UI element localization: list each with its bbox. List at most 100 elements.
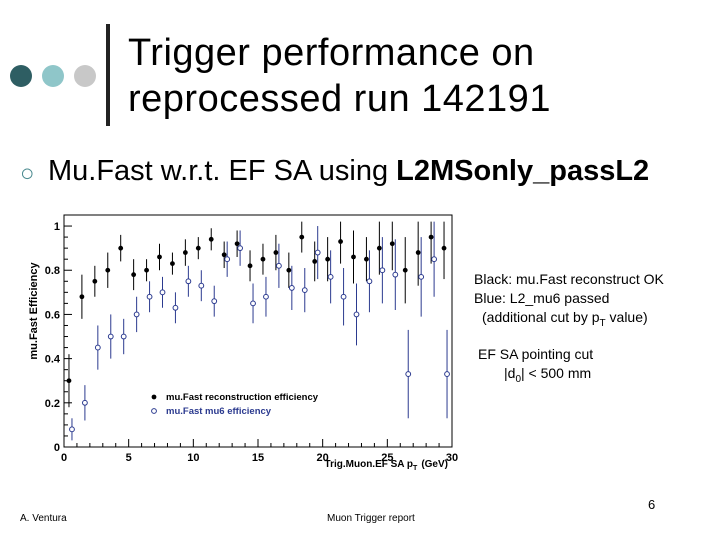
data-point: [208, 236, 214, 242]
data-point: [376, 245, 382, 251]
x-tick-label: 10: [187, 452, 199, 464]
x-axis-label-unit: (GeV): [421, 459, 448, 470]
data-point: [182, 250, 188, 255]
x-tick-label: 20: [317, 452, 329, 464]
plot-axes: 0 5 10 15 20 25 30 0 0.2 0.4 0.6 0.8 1: [45, 214, 458, 464]
data-point: [392, 271, 399, 278]
y-tick-label: 0.2: [45, 398, 60, 410]
data-point: [338, 239, 343, 244]
data-point: [441, 245, 447, 251]
y-tick-label: 0.4: [45, 354, 61, 366]
dot-dark: [10, 65, 32, 87]
bullet-prefix: Mu.Fast w.r.t. EF SA using: [48, 155, 397, 187]
dot-teal: [42, 65, 64, 87]
y-tick-label: 1: [54, 221, 60, 233]
note-line-pointing: EF SA pointing cut: [478, 346, 594, 362]
note-line-black: Black: mu.Fast reconstruct OK: [474, 271, 664, 287]
data-point: [260, 256, 266, 262]
bullet-bold: L2MSonly_passL2: [396, 155, 650, 187]
data-point: [325, 256, 331, 262]
note-pointing-cut: EF SA pointing cut |d0| < 500 mm: [478, 345, 593, 389]
efficiency-plot: mu.Fast Efficiency 0 5 10 15 20 25 30 0 0.2 0.4 0.…: [28, 214, 458, 472]
footer-author: A. Ventura: [20, 513, 67, 524]
data-point: [82, 399, 88, 406]
note-line-blue: Blue: L2_mu6 passed: [474, 290, 610, 306]
data-point: [312, 259, 318, 264]
data-point: [105, 267, 111, 273]
plot-legend: mu.Fast reconstruction efficiency mu.Fast…: [151, 392, 319, 417]
x-tick-label: 5: [126, 452, 132, 464]
x-tick-label: 0: [61, 452, 67, 464]
data-point: [198, 282, 205, 289]
data-point: [120, 333, 127, 340]
data-point: [301, 287, 308, 294]
data-point: [431, 256, 438, 263]
bullet-icon: ○: [20, 160, 35, 187]
note-line-d0: |d0| < 500 mm: [504, 365, 592, 385]
data-point: [146, 293, 153, 300]
data-point: [288, 285, 295, 291]
data-point: [224, 256, 231, 263]
title-divider: [106, 24, 110, 126]
slide-title: Trigger performance on reprocessed run 1…: [128, 30, 551, 122]
data-point: [418, 273, 425, 280]
data-point: [263, 293, 269, 300]
data-point: [250, 300, 256, 307]
y-axis-label: mu.Fast Efficiency: [28, 262, 40, 360]
data-point: [247, 263, 253, 269]
x-axis-label: Trig.Muon.EF SA pT (GeV): [325, 459, 448, 472]
data-point: [389, 241, 395, 247]
data-point: [273, 250, 279, 255]
data-point: [364, 256, 369, 262]
title-line-2: reprocessed run 142191: [128, 78, 551, 120]
y-tick-label: 0: [54, 442, 60, 454]
data-point: [92, 278, 98, 284]
data-point: [118, 245, 124, 251]
x-tick-label: 30: [446, 452, 458, 464]
y-tick-label: 0.6: [45, 309, 60, 321]
data-point: [234, 241, 240, 247]
legend-marker: [151, 394, 157, 400]
data-point: [172, 304, 179, 311]
decorative-dots: [10, 65, 100, 87]
data-point: [221, 252, 227, 258]
data-point: [415, 250, 421, 255]
data-point: [66, 378, 72, 384]
x-axis-label-main: Trig.Muon.EF SA p: [325, 459, 414, 470]
data-point: [402, 267, 408, 273]
y-tick-label: 0.8: [45, 265, 60, 277]
data-point: [405, 371, 412, 377]
page-number: 6: [648, 497, 656, 512]
data-point: [185, 278, 192, 285]
data-point: [211, 298, 218, 305]
data-point: [107, 333, 114, 340]
data-point: [195, 245, 201, 251]
x-tick-label: 25: [381, 452, 393, 464]
data-point: [444, 371, 450, 377]
data-point: [94, 344, 101, 351]
data-point: [276, 262, 282, 269]
data-point: [366, 278, 373, 285]
x-axis-label-sub: T: [413, 465, 418, 472]
legend-marker: [151, 408, 157, 414]
data-point: [340, 293, 347, 300]
data-point: [133, 311, 140, 318]
data-point: [131, 272, 137, 278]
data-point: [379, 267, 386, 274]
data-point: [79, 294, 85, 300]
data-point: [428, 234, 434, 240]
legend-label: mu.Fast reconstruction efficiency: [166, 392, 319, 403]
data-point: [69, 426, 75, 433]
x-tick-label: 15: [252, 452, 264, 464]
dot-grey: [74, 65, 96, 87]
data-point: [170, 261, 175, 267]
note-line-cut: (additional cut by pT value): [482, 309, 648, 329]
data-point: [157, 254, 162, 260]
data-point: [144, 267, 149, 273]
legend-label: mu.Fast mu6 efficiency: [166, 406, 272, 417]
data-point: [314, 249, 321, 256]
data-point: [353, 311, 360, 318]
data-point: [299, 234, 305, 240]
data-point: [159, 289, 166, 296]
plot-series: [66, 221, 450, 441]
